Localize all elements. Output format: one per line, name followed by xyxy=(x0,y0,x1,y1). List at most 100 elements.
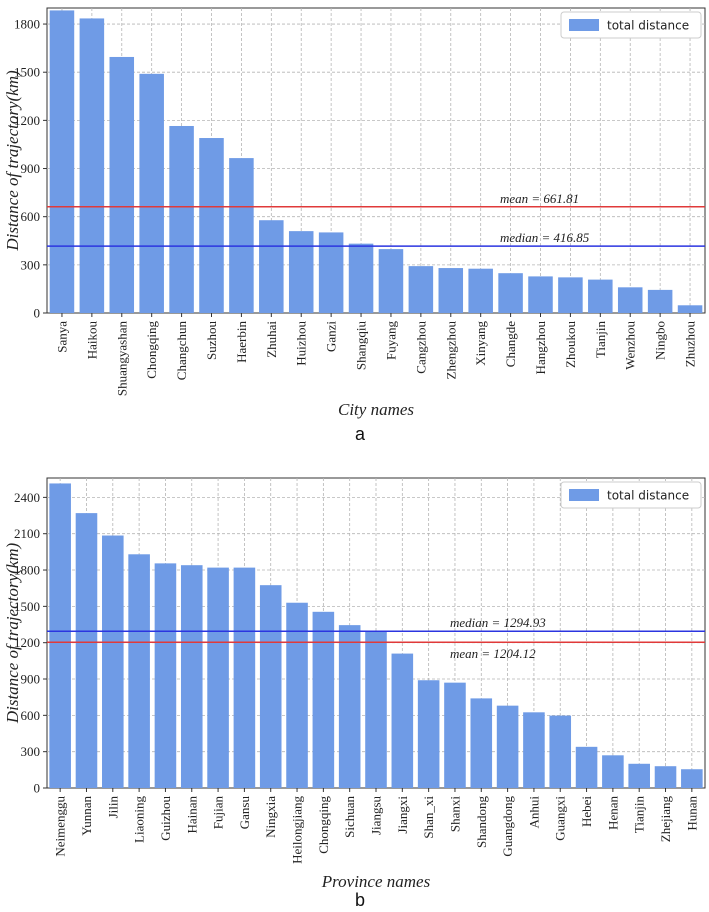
bar-jiangsu xyxy=(365,630,387,788)
bar-ganzi xyxy=(318,232,344,313)
x-tick-label: Changde xyxy=(503,321,518,367)
bar-hainan xyxy=(180,565,203,788)
bar-sichuan xyxy=(338,625,361,788)
x-tick-label: Huizhou xyxy=(294,321,309,366)
bar-gansu xyxy=(233,567,256,788)
bar-zhuhai xyxy=(259,220,284,313)
x-tick-label: Shandong xyxy=(474,796,489,849)
chart-panel-a: mean = 661.81 median = 416.85 0 300 600 900… xyxy=(3,7,706,444)
bars xyxy=(49,483,703,788)
x-tick-label: Hunan xyxy=(684,796,699,831)
x-axis-title: City names xyxy=(338,400,414,419)
x-tick-label: Wenzhou xyxy=(623,321,638,370)
x-tick-label: Neimenggu xyxy=(53,796,68,857)
x-tick-label: Guangxi xyxy=(553,796,568,841)
legend-box xyxy=(560,11,702,39)
y-tick-label: 1200 xyxy=(14,113,40,128)
bar-neimenggu xyxy=(49,483,71,788)
x-tick-label: Zhejiang xyxy=(658,796,673,843)
x-tick-label: Chongqing xyxy=(144,321,159,379)
bar-xinyang xyxy=(468,268,493,313)
x-tick-label: Henan xyxy=(605,796,620,830)
x-tick-label: Xinyang xyxy=(473,321,488,366)
x-tick-label: Chongqing xyxy=(316,796,331,854)
x-tick-label: Jilin xyxy=(105,796,120,819)
x-tick-label: Hangzhou xyxy=(533,321,548,375)
x-tick-label: Haikou xyxy=(84,321,99,360)
x-tick-label: Zhoukou xyxy=(563,321,578,368)
bar-cangzhou xyxy=(408,266,434,313)
y-tick-labels: 0 300 600 900 1200 1500 1800 xyxy=(14,17,47,321)
legend-label: total distance xyxy=(607,489,689,503)
bar-ningxia xyxy=(259,585,282,788)
bar-sanya xyxy=(49,10,75,313)
x-tick-label: Ganzi xyxy=(324,321,339,352)
legend-box xyxy=(560,481,702,509)
x-tick-label: Changchun xyxy=(174,321,189,381)
chart-panel-b: mean = 1204.12 median = 1294.93 0 300 600 9… xyxy=(3,477,706,910)
x-tick-label: Jiangsu xyxy=(369,796,384,836)
mean-label: mean = 1204.12 xyxy=(450,646,536,661)
bar-jilin xyxy=(102,535,124,788)
x-tick-label: Shan_xi xyxy=(421,796,436,839)
bar-suzhou xyxy=(199,138,224,313)
x-tick-label: Anhui xyxy=(526,796,541,829)
mean-label: mean = 661.81 xyxy=(500,191,579,206)
x-tick-label: Liaoning xyxy=(132,796,147,843)
x-tick-label: Haerbin xyxy=(234,321,249,363)
legend-label: total distance xyxy=(607,19,689,33)
bar-shangqiu xyxy=(348,243,374,313)
legend-swatch xyxy=(569,489,599,501)
y-tick-label: 0 xyxy=(34,306,41,321)
bar-zhejiang xyxy=(654,766,677,788)
y-tick-labels: 0 300 600 900 1200 1500 1800 2100 2400 xyxy=(14,490,47,796)
median-label: median = 1294.93 xyxy=(450,615,546,630)
panel-caption: a xyxy=(355,424,366,444)
bar-changchun xyxy=(169,125,194,313)
bar-shanxi xyxy=(444,682,466,788)
y-tick-label: 1200 xyxy=(14,635,40,650)
bar-shan-xi xyxy=(417,680,440,788)
bar-zhuzhou xyxy=(677,305,703,313)
x-tick-label: Ningxia xyxy=(263,796,278,838)
x-tick-label: Fujian xyxy=(211,796,226,830)
bar-heilongjiang xyxy=(286,602,308,788)
bar-fujian xyxy=(207,567,229,788)
bar-wenzhou xyxy=(617,287,643,313)
y-axis-title: Distance of trajectory(km) xyxy=(3,542,22,724)
legend: total distance xyxy=(560,11,702,39)
legend: total distance xyxy=(560,481,702,509)
x-tick-label: Heilongjiang xyxy=(290,796,305,864)
x-tick-label: Cangzhou xyxy=(413,321,428,374)
bar-hunan xyxy=(681,769,703,788)
x-tick-labels: Neimenggu Yunnan Jilin Liaoning Guizhou Haina… xyxy=(53,788,699,864)
bar-huizhou xyxy=(288,231,314,313)
bar-henan xyxy=(602,755,624,788)
bar-changde xyxy=(498,273,523,313)
y-tick-label: 600 xyxy=(21,209,41,224)
x-tick-label: Tianjin xyxy=(632,796,647,834)
x-tick-label: Ningbo xyxy=(653,321,668,360)
bar-anhui xyxy=(523,712,545,788)
bar-tianjin xyxy=(588,279,613,313)
y-tick-label: 1500 xyxy=(14,599,40,614)
bar-hebei xyxy=(575,746,598,788)
x-tick-label: Gansu xyxy=(237,796,252,830)
bar-haikou xyxy=(79,18,105,314)
y-tick-label: 1500 xyxy=(14,65,40,80)
y-tick-label: 2400 xyxy=(14,490,40,505)
median-label: median = 416.85 xyxy=(500,230,590,245)
y-tick-label: 300 xyxy=(21,744,41,759)
x-tick-label: Guangdong xyxy=(500,796,515,857)
x-tick-label: Yunnan xyxy=(79,796,94,836)
y-axis-title: Distance of trajectory(km) xyxy=(3,70,22,252)
x-tick-label: Zhuhai xyxy=(264,321,279,358)
x-tick-label: Suzhou xyxy=(204,321,219,361)
bar-shuangyashan xyxy=(109,56,135,314)
bar-haerbin xyxy=(229,158,254,313)
x-tick-label: Tianjin xyxy=(593,321,608,359)
bars xyxy=(49,10,703,314)
x-tick-label: Fuyang xyxy=(383,321,398,361)
x-tick-label: Sanya xyxy=(54,321,69,353)
